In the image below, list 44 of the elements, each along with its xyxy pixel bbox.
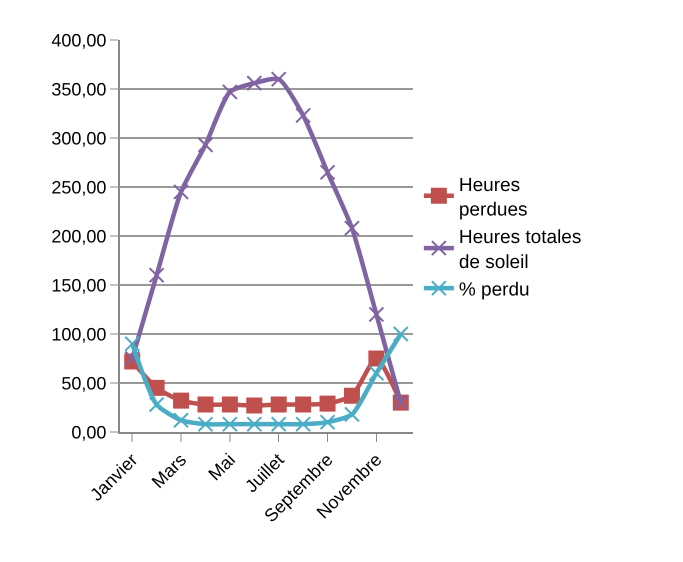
point xyxy=(320,414,336,430)
point xyxy=(124,350,140,366)
point xyxy=(344,220,360,236)
point xyxy=(344,388,360,404)
point xyxy=(368,365,384,382)
point xyxy=(295,416,312,432)
point xyxy=(173,412,190,428)
legend-label: Heures totales de soleil xyxy=(458,227,587,273)
point xyxy=(368,306,384,322)
point xyxy=(222,84,238,100)
point xyxy=(344,406,360,422)
point xyxy=(197,416,214,432)
point xyxy=(270,396,287,413)
point xyxy=(173,392,190,409)
y-tick-label: 0,00 xyxy=(71,422,106,442)
point xyxy=(320,164,336,180)
point xyxy=(173,184,190,200)
point xyxy=(197,396,214,413)
point xyxy=(222,416,238,432)
y-tick-label: 150,00 xyxy=(51,275,106,296)
y-tick-label: 50,00 xyxy=(61,373,106,394)
point xyxy=(197,136,214,153)
legend-label: Heures perdues xyxy=(458,174,528,220)
y-tick-label: 300,00 xyxy=(51,128,106,148)
point xyxy=(124,336,140,352)
x-tick-label: Mai xyxy=(204,450,240,484)
point xyxy=(246,398,262,414)
legend-label: % perdu xyxy=(458,280,530,301)
point xyxy=(148,267,165,284)
y-tick-label: 100,00 xyxy=(51,324,106,344)
point xyxy=(320,396,336,412)
y-tick-label: 250,00 xyxy=(51,177,106,198)
point xyxy=(246,75,262,92)
point xyxy=(295,107,312,124)
point xyxy=(392,326,409,342)
point xyxy=(295,396,312,413)
point xyxy=(222,396,238,413)
point xyxy=(246,416,262,432)
point xyxy=(270,416,287,432)
y-tick-label: 350,00 xyxy=(51,79,106,100)
point xyxy=(270,71,287,88)
y-tick-label: 400,00 xyxy=(51,30,106,50)
point xyxy=(148,396,165,413)
y-tick-label: 200,00 xyxy=(51,226,106,246)
